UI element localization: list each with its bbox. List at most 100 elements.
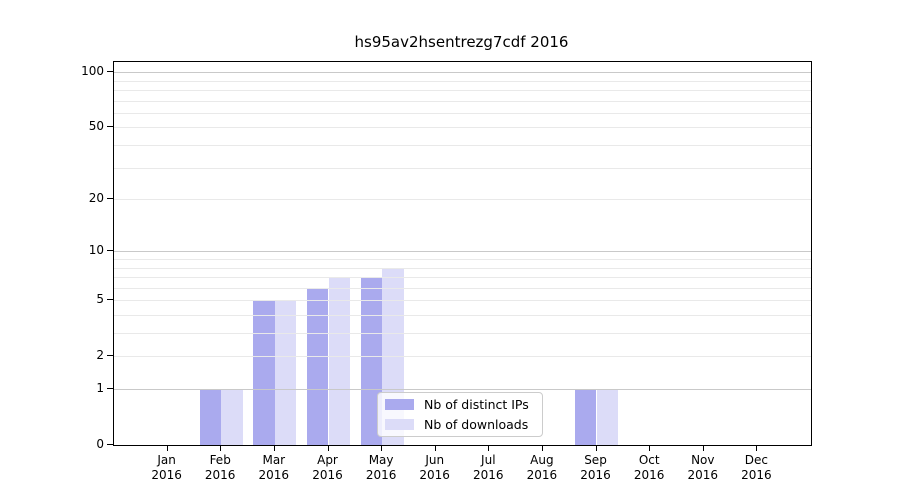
x-tick-mark <box>381 445 383 451</box>
minor-gridline <box>114 100 811 102</box>
x-tick-year: 2016 <box>151 468 182 482</box>
x-tick-label: Jun 2016 <box>395 453 475 483</box>
x-tick-mark <box>595 445 597 451</box>
x-tick-month: May <box>368 453 394 467</box>
x-tick-label: Feb 2016 <box>180 453 260 483</box>
y-tick-mark <box>107 126 113 128</box>
bar-distinct-ips <box>306 287 329 445</box>
x-tick-month: Nov <box>691 453 715 467</box>
y-tick-label: 50 <box>88 119 104 134</box>
bar-distinct-ips <box>253 300 275 445</box>
x-tick-mark <box>220 445 222 451</box>
minor-gridline <box>114 356 811 358</box>
minor-gridline <box>114 277 811 278</box>
major-gridline <box>114 251 811 253</box>
bar-downloads <box>596 389 619 445</box>
x-tick-mark <box>488 445 490 451</box>
y-tick-label: 100 <box>81 64 104 79</box>
x-tick-label: Nov 2016 <box>663 453 743 483</box>
y-tick-label: 5 <box>96 292 104 307</box>
x-tick-mark <box>166 445 168 451</box>
x-tick-year: 2016 <box>580 468 611 482</box>
x-tick-label: Jan 2016 <box>127 453 207 483</box>
major-gridline <box>114 389 811 390</box>
x-tick-mark <box>434 445 436 451</box>
x-tick-mark <box>327 445 329 451</box>
bar-distinct-ips <box>199 389 222 445</box>
minor-gridline <box>114 112 811 114</box>
y-tick-label: 2 <box>96 348 104 363</box>
legend-label: Nb of downloads <box>424 417 529 432</box>
x-tick-month: Apr <box>317 453 338 467</box>
x-tick-label: Sep 2016 <box>556 453 636 483</box>
legend-entry-distinct-ips: Nb of distinct IPs <box>385 397 542 412</box>
bar-distinct-ips <box>360 277 383 445</box>
minor-gridline <box>114 300 811 302</box>
legend-swatch-icon <box>385 399 414 410</box>
x-tick-month: Sep <box>584 453 607 467</box>
y-tick-mark <box>107 198 113 200</box>
x-tick-year: 2016 <box>365 468 397 482</box>
x-tick-label: Dec 2016 <box>716 453 796 483</box>
x-tick-month: Jul <box>481 453 496 467</box>
bar-downloads <box>274 300 297 445</box>
x-tick-year: 2016 <box>687 468 719 482</box>
minor-gridline <box>114 199 811 201</box>
x-tick-year: 2016 <box>741 468 772 482</box>
x-tick-month: Feb <box>209 453 231 467</box>
x-tick-label: Aug 2016 <box>502 453 582 483</box>
y-tick-mark <box>107 71 113 73</box>
x-tick-mark <box>649 445 651 451</box>
x-tick-year: 2016 <box>473 468 504 482</box>
minor-gridline <box>114 145 811 146</box>
x-tick-mark <box>273 445 275 451</box>
legend: Nb of distinct IPs Nb of downloads <box>377 392 543 437</box>
x-tick-year: 2016 <box>526 468 558 482</box>
x-tick-year: 2016 <box>258 468 290 482</box>
y-tick-mark <box>107 250 113 252</box>
x-tick-year: 2016 <box>312 468 343 482</box>
x-tick-year: 2016 <box>419 468 450 482</box>
bar-distinct-ips <box>574 389 597 445</box>
x-tick-mark <box>756 445 758 451</box>
x-tick-month: Dec <box>744 453 768 467</box>
minor-gridline <box>114 167 811 169</box>
minor-gridline <box>114 80 811 82</box>
bar-downloads <box>221 389 243 445</box>
x-tick-month: Aug <box>530 453 554 467</box>
x-tick-label: May 2016 <box>341 453 421 483</box>
minor-gridline <box>114 267 811 269</box>
minor-gridline <box>114 259 811 260</box>
x-tick-month: Mar <box>262 453 286 467</box>
x-tick-year: 2016 <box>204 468 236 482</box>
minor-gridline <box>114 287 811 289</box>
y-tick-label: 20 <box>88 191 104 206</box>
plot-area <box>113 61 812 446</box>
minor-gridline <box>114 90 811 91</box>
y-tick-mark <box>107 299 113 301</box>
y-tick-mark <box>107 444 113 445</box>
minor-gridline <box>114 127 811 129</box>
y-tick-label: 0 <box>96 437 104 451</box>
legend-entry-downloads: Nb of downloads <box>385 417 542 432</box>
chart-title: hs95av2hsentrezg7cdf 2016 <box>354 33 569 51</box>
y-tick-label: 10 <box>88 243 104 258</box>
x-tick-month: Oct <box>638 453 660 467</box>
y-tick-mark <box>107 388 113 389</box>
x-tick-mark <box>541 445 543 451</box>
x-tick-label: Oct 2016 <box>609 453 689 483</box>
x-tick-month: Jun <box>425 453 445 467</box>
minor-gridline <box>114 333 811 334</box>
y-tick-mark <box>107 355 113 357</box>
minor-gridline <box>114 315 811 316</box>
x-tick-label: Mar 2016 <box>234 453 314 483</box>
x-tick-year: 2016 <box>633 468 665 482</box>
major-gridline <box>114 72 811 74</box>
x-tick-label: Jul 2016 <box>448 453 528 483</box>
legend-label: Nb of distinct IPs <box>424 397 529 412</box>
x-tick-mark <box>702 445 704 451</box>
x-tick-month: Jan <box>157 453 176 467</box>
x-tick-label: Apr 2016 <box>288 453 368 483</box>
bar-downloads <box>328 277 351 445</box>
